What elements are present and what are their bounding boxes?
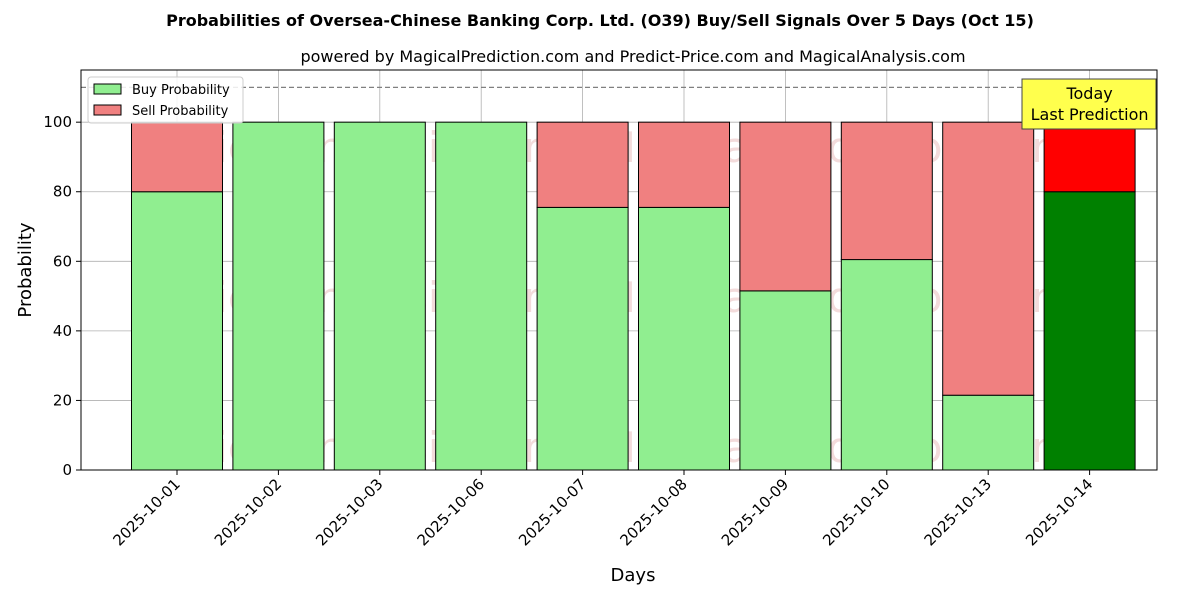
legend-swatch — [93, 104, 122, 116]
legend-label: Sell Probability — [132, 104, 229, 119]
x-tick-label: 2025-10-14 — [1022, 475, 1096, 549]
sell-bar — [131, 121, 223, 193]
annotation-text: Last Prediction — [1031, 105, 1149, 124]
sell-bar — [942, 121, 1035, 396]
x-tick-label: 2025-10-06 — [414, 475, 488, 549]
y-tick-label: 40 — [53, 322, 72, 340]
buy-bar — [942, 394, 1035, 471]
buy-bar — [435, 121, 528, 471]
x-tick-label: 2025-10-08 — [616, 475, 690, 549]
sell-bar — [638, 121, 730, 208]
sell-bar — [739, 121, 832, 292]
buy-bar — [536, 206, 629, 471]
x-tick-label: 2025-10-03 — [312, 475, 386, 549]
sell-bar — [536, 121, 629, 208]
x-axis-label: Days — [611, 565, 656, 586]
y-tick-label: 0 — [62, 461, 72, 479]
legend-box — [87, 76, 244, 124]
x-axis: 2025-10-01 2025-10-02 2025-10-03 2025-10-06… — [109, 470, 1096, 549]
x-tick-label: 2025-10-02 — [211, 475, 285, 549]
buy-bar — [739, 290, 832, 471]
x-tick-label: 2025-10-13 — [921, 475, 995, 549]
x-tick-label: 2025-10-01 — [109, 475, 183, 549]
chart-title: Probabilities of Oversea-Chinese Banking… — [166, 11, 1034, 30]
buy-bar — [131, 191, 223, 471]
y-tick-label: 100 — [43, 113, 72, 131]
x-tick-label: 2025-10-09 — [718, 475, 792, 549]
sell-bar — [840, 121, 933, 261]
buy-bar — [333, 121, 426, 471]
x-tick-label: 2025-10-07 — [515, 475, 589, 549]
sell-bar — [1043, 121, 1136, 193]
plot-frame — [80, 69, 1158, 471]
y-tick-label: 60 — [53, 252, 72, 270]
buy-bar — [840, 259, 933, 471]
x-tick-label: 2025-10-10 — [819, 475, 893, 549]
y-axis: 0 20 40 60 80 100 — [43, 113, 81, 479]
annotation-text: Today — [1065, 84, 1112, 103]
y-axis-label: Probability — [15, 222, 36, 317]
buy-bar — [1043, 191, 1136, 471]
chart-subtitle: powered by MagicalPrediction.com and Pre… — [300, 47, 965, 66]
today-annotation: Today Last Prediction — [1021, 78, 1157, 130]
bars — [131, 121, 1136, 471]
annotation-box — [1021, 78, 1157, 130]
buy-bar — [232, 121, 325, 471]
legend-label: Buy Probability — [132, 83, 230, 98]
legend-swatch — [93, 83, 122, 95]
y-tick-label: 80 — [53, 183, 72, 201]
buy-bar — [638, 206, 730, 471]
y-tick-label: 20 — [53, 391, 72, 409]
legend: Buy Probability Sell Probability — [87, 76, 244, 124]
